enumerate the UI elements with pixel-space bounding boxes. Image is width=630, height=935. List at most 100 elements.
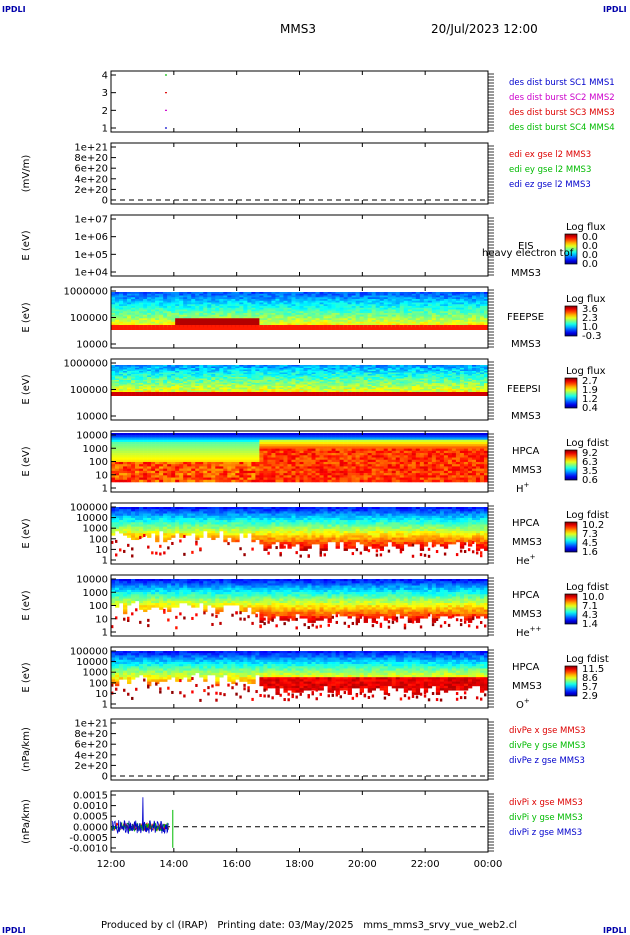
panel11-ylabel: (nPa/km) [21,799,32,844]
panel6-spectrogram [111,433,488,487]
panel7-ytick-label: 100000 [70,503,108,514]
panel2-legend-entry: edi ey gse l2 MMS3 [509,165,591,175]
panel3-side-label: heavy electron tof [482,248,574,259]
panel1-legend-entry: des dist burst SC1 MMS1 [509,78,615,88]
panel3-ytick-label: 1e+06 [74,232,108,243]
panel6-side-label-species: H+ [516,481,530,495]
time-axis-label: 18:00 [285,859,314,870]
panel8-ytick-label: 1 [102,628,108,639]
panel11-legend-entry: divPi y gse MMS3 [509,813,583,823]
panel4-colorbar-tick: -0.3 [582,331,602,342]
panel7-ytick-label: 10000 [76,513,108,524]
panel6-side-label: MMS3 [512,465,542,476]
panel11-frame [111,791,488,852]
panel11-ytick-label: -0.0005 [69,833,108,844]
panel7-colorbar-tick: 1.6 [582,547,598,558]
panel3-colorbar-tick: 0.0 [582,259,598,270]
panel11-legend-entry: divPi z gse MMS3 [509,828,582,838]
time-axis-label: 22:00 [411,859,440,870]
time-axis-label: 12:00 [97,859,126,870]
panel2-frame [111,143,488,204]
panel9-ytick-label: 10 [95,689,108,700]
panel2-ytick-label: 4e+20 [74,174,108,185]
panel5-colorbar [565,378,577,408]
panel5-colorbar-tick: 0.4 [582,403,598,414]
panel9-spectrogram [111,651,488,702]
panel11-ytick-label: 0.0010 [73,801,108,812]
panel6-colorbar [565,450,577,480]
panel5-ytick-label: 10000 [76,412,108,423]
panel6-ytick-label: 10 [95,470,108,481]
panel7-side-label: MMS3 [512,537,542,548]
panel10-frame [111,719,488,780]
panel7-ylabel: E (eV) [21,518,32,548]
panel9-ytick-label: 100 [89,678,108,689]
panel7-ytick-label: 100 [89,534,108,545]
panel1-legend-entry: des dist burst SC2 MMS2 [509,93,615,103]
panel6-ytick-label: 100 [89,457,108,468]
panel3-frame [111,215,488,276]
panel1-frame [111,71,488,132]
panel8-ylabel: E (eV) [21,590,32,620]
panel10-ytick-label: 2e+20 [74,761,108,772]
panel4-ytick-label: 1000000 [63,287,108,298]
panel11-legend-entry: divPi x gse MMS3 [509,798,583,808]
panel2-ytick-label: 2e+20 [74,185,108,196]
panel1-legend-entry: des dist burst SC4 MMS4 [509,123,615,133]
panel1-ytick-label: 1 [102,124,108,135]
panel8-ytick-label: 1000 [83,588,108,599]
time-axis-label: 20:00 [348,859,377,870]
panel6-ytick-label: 1000 [83,444,108,455]
panel6-ytick-label: 1 [102,484,108,495]
panel10-ytick-label: 6e+20 [74,740,108,751]
panel7-side-label-species: He+ [516,553,536,567]
panel9-ytick-label: 100000 [70,647,108,658]
panel8-ytick-label: 10 [95,614,108,625]
panel5-side-label: FEEPSI [507,384,541,395]
panel3-ylabel: E (eV) [21,230,32,260]
panel4-colorbar [565,306,577,336]
panel1-legend-entry: des dist burst SC3 MMS3 [509,108,615,118]
panel2-ytick-label: 8e+20 [74,153,108,164]
panel10-legend-entry: divPe x gse MMS3 [509,726,586,736]
panel3-ytick-label: 1e+07 [74,215,108,226]
panel10-legend-entry: divPe y gse MMS3 [509,741,586,751]
panel9-ytick-label: 1 [102,700,108,711]
panel9-colorbar-tick: 2.9 [582,691,598,702]
panel11-ytick-label: 0.0015 [73,791,108,802]
panel2-legend-entry: edi ez gse l2 MMS3 [509,180,591,190]
time-axis-label: 14:00 [159,859,188,870]
panel6-colorbar-tick: 0.6 [582,475,598,486]
time-axis-label: 00:00 [474,859,503,870]
divpi-series-line [112,797,169,833]
panel4-ytick-label: 10000 [76,340,108,351]
panel9-side-label: HPCA [512,662,540,673]
panel2-ytick-label: 0 [102,196,108,207]
panel5-spectrogram [111,365,488,396]
panel3-ytick-label: 1e+04 [74,268,108,279]
panel10-ytick-label: 1e+21 [74,719,108,730]
panel10-ylabel: (nPa/km) [21,727,32,772]
panel4-spectrogram [111,292,488,330]
panel4-side-label: FEEPSE [507,312,544,323]
panel5-ytick-label: 100000 [70,385,108,396]
panel11-ytick-label: 0.0005 [73,812,108,823]
panel5-ylabel: E (eV) [21,374,32,404]
panel8-side-label: HPCA [512,590,540,601]
panel1-ytick-label: 2 [102,106,108,117]
panel8-side-label-species: He++ [516,625,542,639]
time-axis-label: 16:00 [222,859,251,870]
panel2-ylabel: (mV/m) [21,155,32,193]
panel10-ytick-label: 0 [102,772,108,783]
panel9-side-label-species: O+ [516,697,530,711]
panel9-ytick-label: 1000 [83,668,108,679]
panel2-ytick-label: 1e+21 [74,143,108,154]
panel6-side-label: HPCA [512,446,540,457]
panel6-ytick-label: 10000 [76,431,108,442]
panel7-colorbar [565,522,577,552]
panel9-ylabel: E (eV) [21,662,32,692]
panel2-legend-entry: edi ex gse l2 MMS3 [509,150,591,160]
panel1-ytick-label: 4 [102,71,108,82]
panel9-ytick-label: 10000 [76,657,108,668]
